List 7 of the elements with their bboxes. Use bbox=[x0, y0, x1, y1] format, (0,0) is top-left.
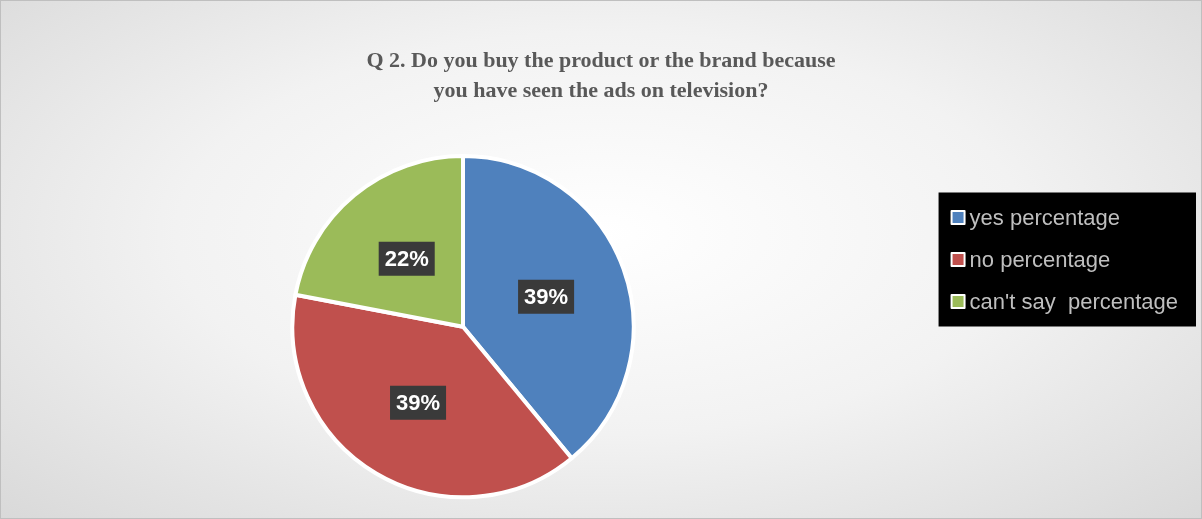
data-label: 39% bbox=[396, 390, 441, 416]
legend-label: yes percentage bbox=[969, 205, 1120, 230]
legend-label: can't say percentage bbox=[969, 289, 1179, 314]
chart-title: Q 2. Do you buy the product or the brand because you have seen the ads on television? bbox=[366, 46, 836, 102]
data-label: 22% bbox=[384, 246, 429, 272]
legend-label: no percentage bbox=[969, 247, 1111, 272]
data-label: 39% bbox=[524, 284, 569, 310]
